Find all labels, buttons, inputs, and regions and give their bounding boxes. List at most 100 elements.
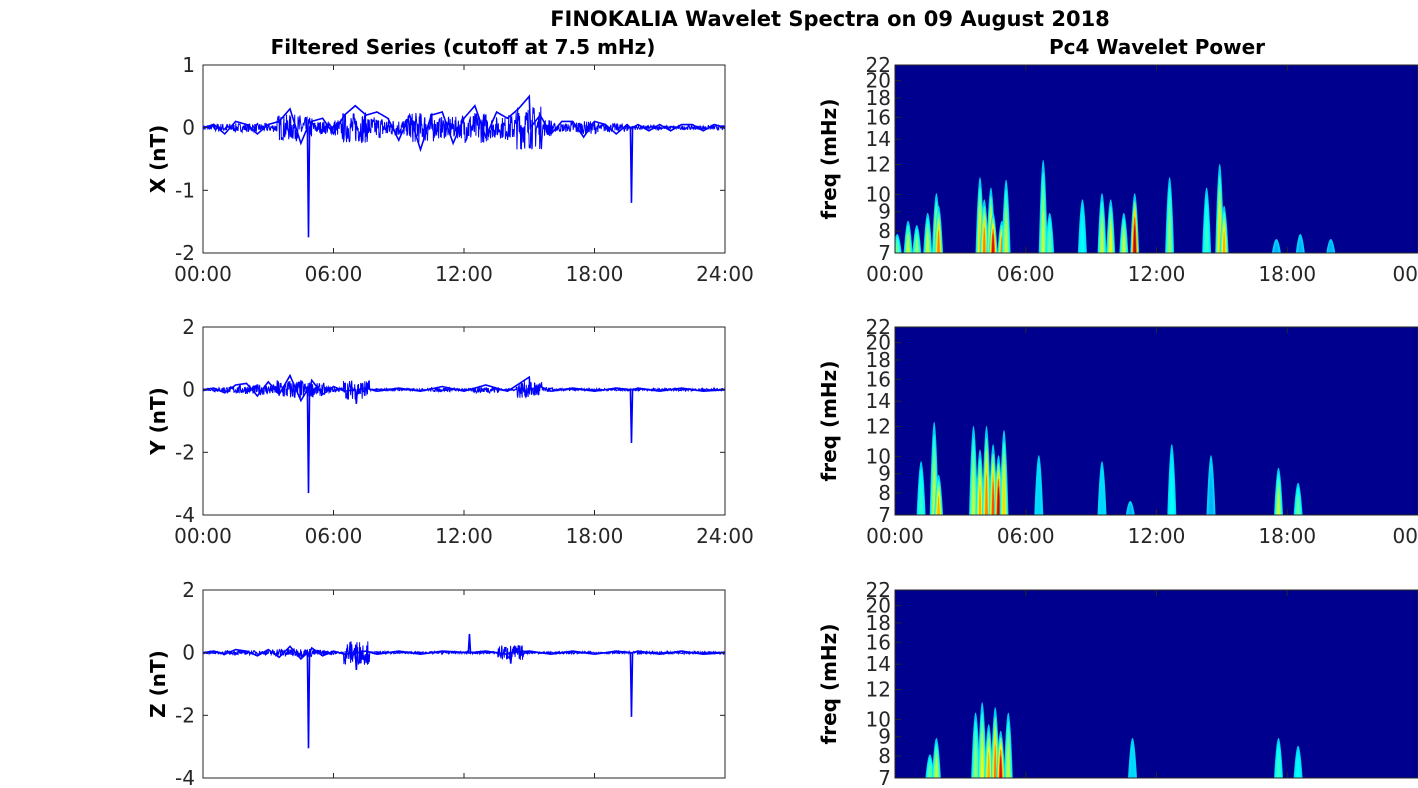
x-tick-label: 18:00 xyxy=(1258,262,1316,286)
wavelet-burst xyxy=(1004,218,1008,253)
x-tick-label: 12:00 xyxy=(1128,524,1186,548)
wavelet-burst xyxy=(1209,486,1213,515)
wavelet-burst xyxy=(915,238,919,253)
wavelet-burst xyxy=(1296,498,1300,515)
filtered-z-ylabel: Z (nT) xyxy=(146,650,170,718)
x-tick-label: 12:00 xyxy=(435,524,493,548)
wavelet-burst xyxy=(1048,233,1051,253)
y-tick-label: -2 xyxy=(175,703,195,727)
wavelet-burst xyxy=(980,742,984,778)
wavelet-burst xyxy=(1133,224,1136,253)
y-tick-label: 18 xyxy=(866,86,891,110)
y-tick-label: 22 xyxy=(866,578,891,602)
wavelet-y-ylabel: freq (mHz) xyxy=(817,361,841,482)
wavelet-burst xyxy=(1122,233,1126,253)
y-tick-label: 16 xyxy=(866,630,891,654)
y-tick-label: 8 xyxy=(878,744,891,768)
x-tick-label: 24:00 xyxy=(696,524,754,548)
y-tick-label: 16 xyxy=(866,105,891,129)
y-tick-label: 22 xyxy=(866,53,891,77)
y-tick-label: 9 xyxy=(878,725,891,749)
y-tick-label: -4 xyxy=(175,503,195,527)
filtered-x-ylabel: X (nT) xyxy=(146,125,170,194)
filtered-y-panel: Y (nT) 2 0 -2 -400:00 06:00 12:00 18:00 24:00 xyxy=(146,315,754,548)
y-tick-label: 7 xyxy=(878,241,891,265)
wavelet-burst xyxy=(937,495,940,515)
x-tick-label: 06:00 xyxy=(305,524,363,548)
y-tick-label: 10 xyxy=(866,182,891,206)
y-tick-label: 7 xyxy=(878,503,891,527)
x-tick-label: 06:00 xyxy=(305,262,363,286)
x-tick-label: 24:00 xyxy=(696,262,754,286)
series-noise-line xyxy=(203,106,725,150)
series-noise-line xyxy=(203,380,725,400)
filtered-x-axes xyxy=(202,64,726,254)
wavelet-burst xyxy=(1100,224,1104,253)
wavelet-burst xyxy=(1205,221,1208,253)
x-tick-label: 00:00 xyxy=(174,524,232,548)
wavelet-frame xyxy=(894,589,1418,779)
wavelet-burst xyxy=(997,486,1000,515)
y-tick-label: 14 xyxy=(866,127,891,151)
y-tick-label: 1 xyxy=(182,53,195,77)
x-tick-label: 18:00 xyxy=(1258,524,1316,548)
wavelet-burst xyxy=(1168,217,1171,253)
y-tick-label: 8 xyxy=(878,219,891,243)
filtered-y-ylabel: Y (nT) xyxy=(146,387,170,456)
wavelet-burst xyxy=(1296,761,1300,778)
wavelet-burst xyxy=(974,746,977,778)
wavelet-burst xyxy=(991,481,995,515)
wavelet-burst xyxy=(991,233,995,253)
x-tick-label: 06:00 xyxy=(997,524,1055,548)
y-tick-label: 18 xyxy=(866,348,891,372)
series-line xyxy=(203,633,725,749)
wavelet-bursts xyxy=(925,702,1303,778)
wavelet-burst xyxy=(1329,245,1333,253)
wavelet-burst xyxy=(985,473,988,515)
series-line xyxy=(203,373,725,494)
series-noise-group xyxy=(203,373,725,494)
series-noise-group xyxy=(203,633,725,749)
y-tick-label: 2 xyxy=(182,315,195,339)
wavelet-burst xyxy=(1037,486,1041,515)
y-tick-label: 12 xyxy=(866,678,891,702)
wavelet-burst xyxy=(978,483,982,515)
x-tick-label: 12:00 xyxy=(1128,262,1186,286)
wavelet-burst xyxy=(1275,245,1278,253)
wavelet-burst xyxy=(1129,507,1132,515)
wavelet-burst xyxy=(993,744,997,778)
y-tick-label: 18 xyxy=(866,611,891,635)
wavelet-burst xyxy=(1277,758,1280,778)
y-tick-label: 8 xyxy=(878,481,891,505)
y-tick-label: 0 xyxy=(182,378,195,402)
filtered-z-axes xyxy=(202,589,726,779)
y-tick-label: 16 xyxy=(866,367,891,391)
y-tick-label: 10 xyxy=(866,707,891,731)
wavelet-burst xyxy=(1109,227,1112,253)
y-tick-label: 20 xyxy=(866,594,891,618)
wavelet-burst xyxy=(987,752,990,778)
wavelet-burst xyxy=(1081,227,1084,253)
x-tick-label: 18:00 xyxy=(566,262,624,286)
wavelet-burst xyxy=(983,227,986,253)
wavelet-frame xyxy=(894,64,1418,254)
x-tick-label: 00:00 xyxy=(866,262,924,286)
wavelet-burst xyxy=(1170,481,1174,515)
wavelet-burst xyxy=(919,489,923,515)
wavelet-x-axes xyxy=(894,64,1418,254)
wavelet-burst xyxy=(926,233,929,253)
y-tick-label: 12 xyxy=(866,153,891,177)
y-tick-label: 14 xyxy=(866,389,891,413)
y-tick-label: 20 xyxy=(866,69,891,93)
wavelet-burst xyxy=(1100,489,1104,515)
wavelet-burst xyxy=(906,236,910,253)
wavelet-bursts xyxy=(916,421,1303,515)
wavelet-burst xyxy=(1002,475,1006,515)
series-noise-group xyxy=(203,94,725,238)
x-tick-label: 12:00 xyxy=(435,262,493,286)
y-tick-label: 20 xyxy=(866,331,891,355)
